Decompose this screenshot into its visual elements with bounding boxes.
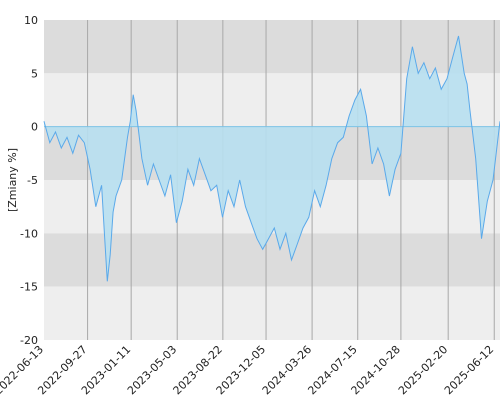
y-tick-label: 10 xyxy=(24,14,38,27)
area-fill xyxy=(44,36,500,282)
x-tick-labels: 2022-06-132022-09-272023-01-112023-05-03… xyxy=(0,343,496,397)
y-tick-label: -15 xyxy=(20,281,38,294)
x-tick-label: 2025-06-12 xyxy=(442,343,496,397)
y-tick-label: 0 xyxy=(31,121,38,134)
background-band xyxy=(44,20,500,74)
y-tick-label: -20 xyxy=(20,334,38,347)
series-line xyxy=(43,35,500,282)
background-band xyxy=(44,286,500,340)
y-tick-labels: 10 5 0 -5 -10 -15 -20 xyxy=(20,14,38,347)
y-tick-label: -10 xyxy=(20,227,38,240)
y-tick-label: -5 xyxy=(27,174,38,187)
area-layer xyxy=(43,35,500,282)
y-axis-title: [Zmiany %] xyxy=(6,148,19,212)
y-tick-label: 5 xyxy=(31,67,38,80)
background-band xyxy=(44,233,500,287)
